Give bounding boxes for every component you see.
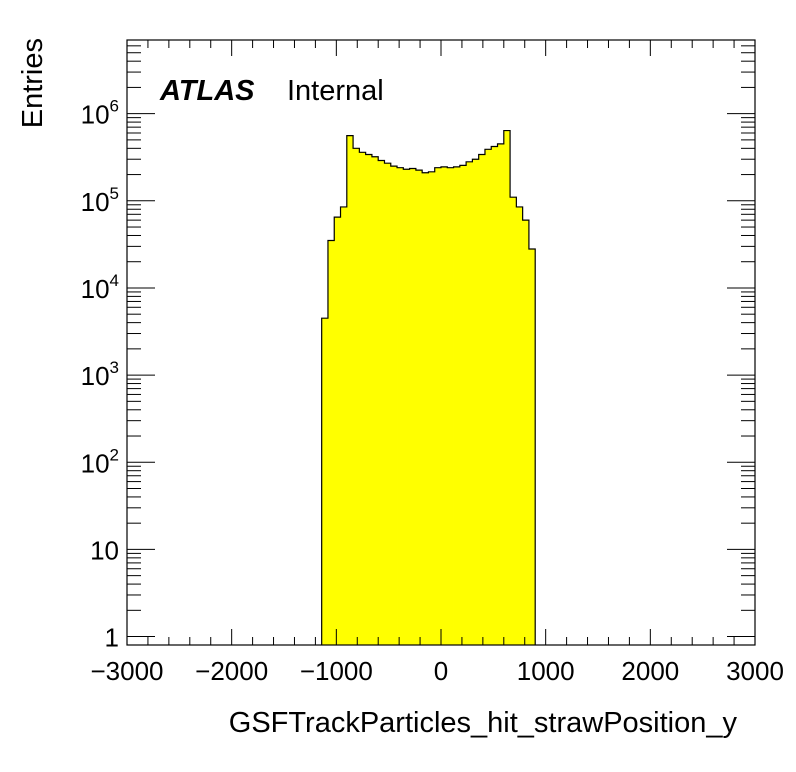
atlas-label-internal: Internal bbox=[287, 75, 384, 107]
x-tick-labels: −3000 −2000 −1000 0 1000 2000 3000 bbox=[90, 656, 783, 686]
atlas-label: ATLAS Internal bbox=[159, 75, 384, 107]
x-tick-label: 2000 bbox=[621, 656, 679, 686]
histogram-bar bbox=[491, 146, 498, 646]
y-tick-labels: 1 10 102 103 104 105 106 bbox=[81, 97, 119, 653]
histogram-bar bbox=[327, 240, 335, 646]
histogram-bar bbox=[371, 156, 379, 645]
histogram-bar bbox=[441, 166, 448, 645]
histogram-bar bbox=[340, 206, 348, 645]
x-axis-label: GSFTrackParticles_hit_strawPosition_y bbox=[229, 707, 738, 739]
histogram-bar bbox=[334, 217, 341, 645]
x-tick-label: −3000 bbox=[90, 656, 163, 686]
y-tick-exponent: 6 bbox=[110, 97, 119, 116]
y-tick-label: 104 bbox=[81, 271, 119, 304]
histogram-bar bbox=[415, 170, 423, 645]
axis-ticks bbox=[126, 39, 756, 645]
histogram-bar bbox=[321, 318, 329, 645]
histogram-bar bbox=[378, 160, 385, 645]
histogram-bar bbox=[522, 220, 530, 645]
histogram-bar bbox=[346, 135, 354, 645]
y-tick-label: 10 bbox=[90, 535, 119, 565]
y-tick-exponent: 3 bbox=[110, 358, 119, 377]
histogram-bar bbox=[409, 168, 417, 645]
histogram-outline bbox=[321, 129, 536, 645]
histogram-bar bbox=[390, 166, 398, 645]
histogram-bar bbox=[403, 169, 410, 646]
histogram-bar bbox=[365, 154, 373, 645]
x-tick-label: 0 bbox=[434, 656, 448, 686]
histogram-bar bbox=[353, 148, 360, 645]
y-tick-label: 105 bbox=[81, 184, 119, 217]
histogram-bar bbox=[510, 197, 517, 645]
y-tick-label: 1 bbox=[105, 623, 119, 653]
histogram-bar bbox=[503, 130, 511, 646]
x-tick-label: −2000 bbox=[195, 656, 268, 686]
histogram-bar bbox=[453, 166, 461, 645]
x-tick-label: 1000 bbox=[517, 656, 575, 686]
histogram-bar bbox=[466, 161, 473, 645]
histogram-bar bbox=[516, 206, 524, 645]
histogram-bar bbox=[528, 248, 536, 645]
y-tick-label: 102 bbox=[81, 445, 119, 478]
histogram-bar bbox=[359, 152, 367, 645]
x-tick-label: 3000 bbox=[726, 656, 784, 686]
y-tick-exponent: 5 bbox=[110, 184, 119, 203]
histogram-bar bbox=[459, 165, 467, 645]
x-tick-label: −1000 bbox=[300, 656, 373, 686]
histogram-bar bbox=[497, 143, 505, 645]
y-tick-exponent: 4 bbox=[110, 271, 119, 290]
histogram-bar bbox=[434, 167, 442, 646]
histogram-bar bbox=[447, 167, 454, 646]
y-axis-label: Entries bbox=[17, 38, 49, 128]
y-tick-label: 103 bbox=[81, 358, 119, 391]
histogram-bar bbox=[472, 159, 480, 645]
histogram-bars bbox=[321, 129, 536, 646]
atlas-label-bold: ATLAS bbox=[159, 75, 255, 107]
histogram-bar bbox=[428, 171, 436, 645]
histogram-bar bbox=[422, 172, 429, 645]
y-tick-label: 106 bbox=[81, 97, 119, 130]
histogram-bar bbox=[478, 154, 486, 645]
histogram-bar bbox=[397, 167, 404, 646]
y-tick-exponent: 2 bbox=[110, 445, 119, 464]
histogram-bar bbox=[384, 163, 392, 645]
histogram-bar bbox=[484, 149, 492, 645]
